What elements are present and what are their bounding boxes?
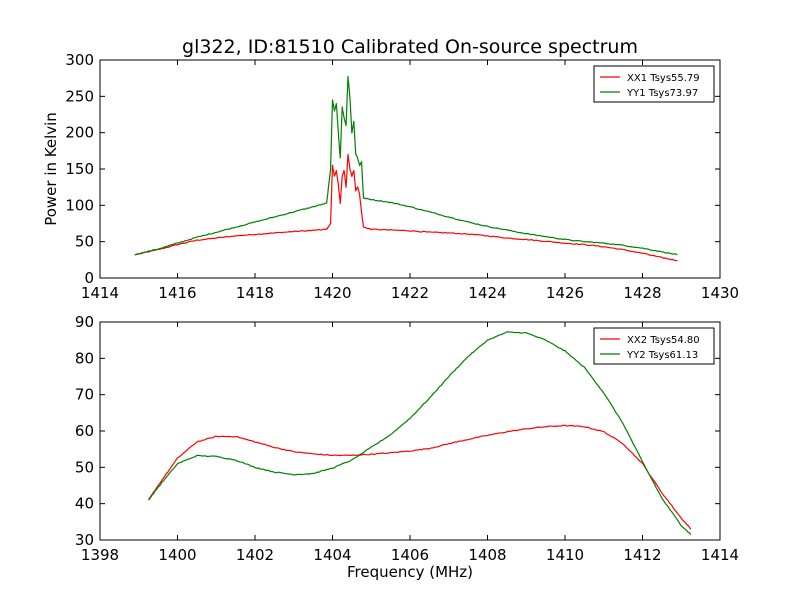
- legend-box: [593, 65, 715, 103]
- x-tick-label: 1412: [623, 546, 661, 564]
- x-tick-label: 1400: [158, 546, 196, 564]
- legend-box: [593, 327, 715, 365]
- x-tick-label: 1420: [313, 284, 351, 302]
- x-tick-label: 1398: [81, 546, 119, 564]
- x-tick-label: 1428: [623, 284, 661, 302]
- chart-panel-2: 1398 1400 1402 1404 1406 1408 1410 1412 1414 30 40…: [75, 313, 739, 581]
- y-tick-label: 90: [75, 313, 94, 331]
- x-tick-label: 1424: [468, 284, 506, 302]
- x-tick-label: 1426: [546, 284, 584, 302]
- y-tick-label: 0: [84, 269, 94, 287]
- y-tick-label: 150: [65, 160, 94, 178]
- x-tick-label: 1422: [391, 284, 429, 302]
- x-tick-label: 1404: [313, 546, 351, 564]
- y-axis-label: Power in Kelvin: [42, 112, 60, 226]
- x-tick-label: 1402: [236, 546, 274, 564]
- series-line-2: [134, 75, 678, 256]
- chart-title: gl322, ID:81510 Calibrated On-source spe…: [182, 36, 638, 58]
- y-tick-label: 80: [75, 349, 94, 367]
- x-axis-label: Frequency (MHz): [347, 563, 473, 581]
- y-tick-label: 100: [65, 196, 94, 214]
- series-line-1: [134, 153, 678, 262]
- legend-entry: YY1 Tsys73.97: [626, 88, 698, 99]
- y-tick-label: 200: [65, 124, 94, 142]
- x-tick-label: 1410: [546, 546, 584, 564]
- y-tick-label: 50: [75, 233, 94, 251]
- x-tick-label: 1430: [701, 284, 739, 302]
- y-tick-label: 300: [65, 51, 94, 69]
- x-tick-label: 1406: [391, 546, 429, 564]
- legend-entry: XX1 Tsys55.79: [627, 73, 700, 84]
- y-tick-label: 60: [75, 422, 94, 440]
- y-tick-label: 70: [75, 386, 94, 404]
- chart-panels: 1414 1416 1418 1420 1422 1424 1426 1428 14300501…: [42, 51, 739, 581]
- legend-entry: YY2 Tsys61.13: [626, 350, 698, 361]
- x-tick-label: 1408: [468, 546, 506, 564]
- x-tick-label: 1416: [158, 284, 196, 302]
- y-tick-label: 30: [75, 531, 94, 549]
- x-tick-label: 1414: [701, 546, 739, 564]
- legend: XX2 Tsys54.80 YY2 Tsys61.13: [593, 327, 715, 365]
- x-tick-label: 1414: [81, 284, 119, 302]
- x-tick-label: 1418: [236, 284, 274, 302]
- chart-panel-1: 1414 1416 1418 1420 1422 1424 1426 1428 1430 0 50 1…: [42, 51, 739, 302]
- series-line-2: [148, 331, 692, 535]
- legend-entry: XX2 Tsys54.80: [627, 335, 700, 346]
- y-tick-label: 50: [75, 458, 94, 476]
- y-tick-label: 40: [75, 495, 94, 513]
- series-line-1: [147, 424, 692, 530]
- y-tick-label: 250: [65, 87, 94, 105]
- legend: XX1 Tsys55.79 YY1 Tsys73.97: [593, 65, 715, 103]
